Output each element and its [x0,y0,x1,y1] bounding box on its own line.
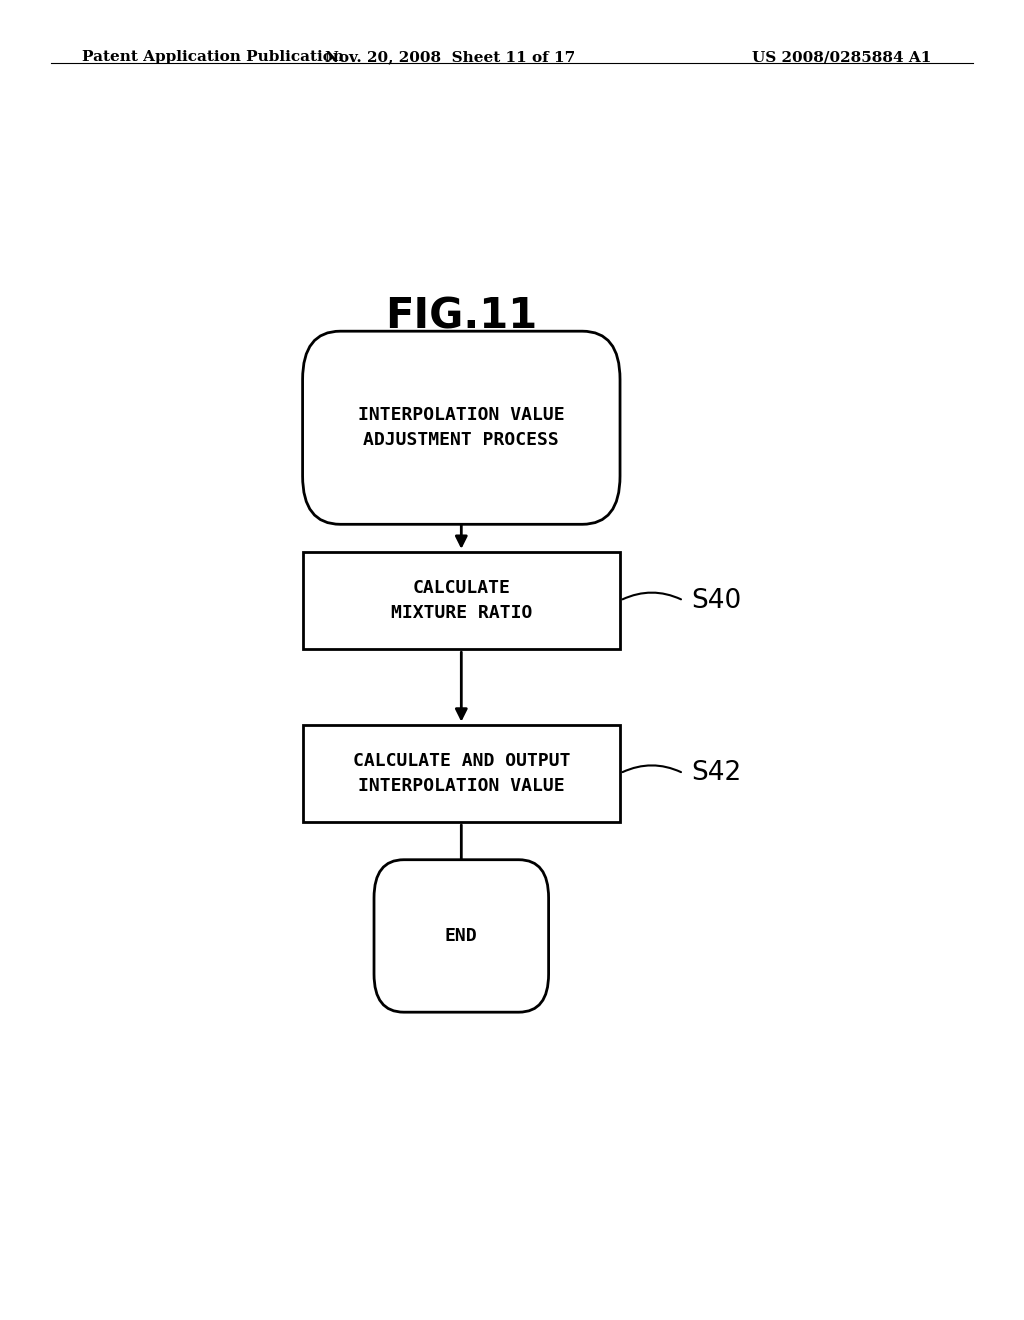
Text: S42: S42 [691,760,741,787]
Text: S40: S40 [691,587,741,614]
Text: CALCULATE AND OUTPUT
INTERPOLATION VALUE: CALCULATE AND OUTPUT INTERPOLATION VALUE [352,752,570,795]
Text: Patent Application Publication: Patent Application Publication [82,50,344,65]
Bar [303,725,621,821]
Text: END: END [445,927,477,945]
Text: FIG.11: FIG.11 [385,296,538,338]
Text: US 2008/0285884 A1: US 2008/0285884 A1 [753,50,932,65]
Text: Nov. 20, 2008  Sheet 11 of 17: Nov. 20, 2008 Sheet 11 of 17 [326,50,575,65]
Text: INTERPOLATION VALUE
ADJUSTMENT PROCESS: INTERPOLATION VALUE ADJUSTMENT PROCESS [358,407,564,449]
FancyBboxPatch shape [374,859,549,1012]
FancyBboxPatch shape [303,331,620,524]
Text: CALCULATE
MIXTURE RATIO: CALCULATE MIXTURE RATIO [390,579,532,622]
Bar [303,552,621,649]
